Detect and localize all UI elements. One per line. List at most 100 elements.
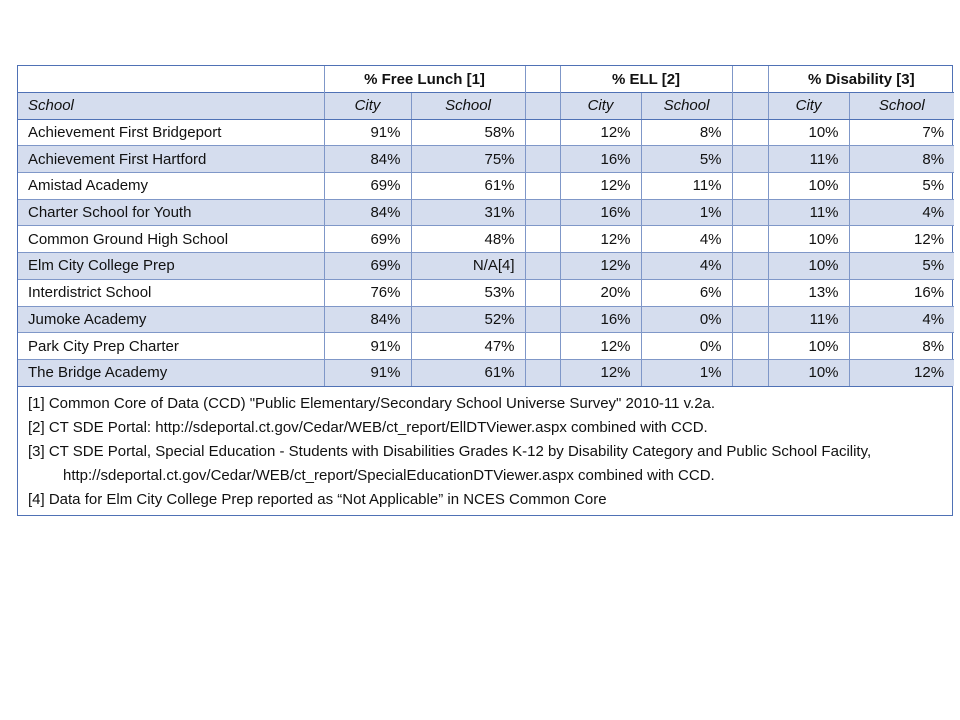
spacer-cell — [731, 225, 769, 253]
value-cell: 12% — [559, 118, 642, 146]
spacer-cell — [731, 118, 769, 146]
spacer-cell — [524, 172, 561, 200]
school-name: Common Ground High School — [18, 225, 324, 253]
footnote: [3] CT SDE Portal, Special Education - S… — [28, 442, 872, 484]
school-name: The Bridge Academy — [18, 358, 324, 386]
spacer-cell — [731, 278, 769, 306]
value-cell: 52% — [410, 305, 526, 333]
value-cell: N/A[4] — [410, 252, 526, 280]
school-name: Achievement First Bridgeport — [18, 118, 324, 146]
data-row: Charter School for Youth 84% 31% 16% 1% 11% 4% — [18, 198, 955, 226]
value-cell: 84% — [323, 145, 411, 173]
value-cell: 5% — [848, 172, 955, 200]
value-cell: 10% — [767, 332, 850, 360]
school-name: Park City Prep Charter — [18, 332, 324, 360]
value-cell: 7% — [848, 118, 955, 146]
data-row: The Bridge Academy 91% 61% 12% 1% 10% 12% — [18, 358, 955, 386]
value-cell: 12% — [559, 252, 642, 280]
spacer-cell — [524, 92, 561, 120]
school-name: Amistad Academy — [18, 172, 324, 200]
spacer-cell — [524, 332, 561, 360]
subheader-row: School City School City School City School — [18, 92, 955, 120]
value-cell: 5% — [640, 145, 733, 173]
data-row: Achievement First Bridgeport 91% 58% 12% 8% 1… — [18, 118, 955, 146]
value-cell: 11% — [767, 145, 850, 173]
value-cell: 4% — [848, 305, 955, 333]
subheader: School — [848, 92, 955, 120]
value-cell: 47% — [410, 332, 526, 360]
school-name: Achievement First Hartford — [18, 145, 324, 173]
value-cell: 11% — [767, 198, 850, 226]
value-cell: 10% — [767, 118, 850, 146]
value-cell: 5% — [848, 252, 955, 280]
subheader: School — [18, 92, 324, 120]
school-name: Jumoke Academy — [18, 305, 324, 333]
value-cell: 69% — [323, 252, 411, 280]
value-cell: 4% — [640, 225, 733, 253]
value-cell: 10% — [767, 252, 850, 280]
spacer-cell — [524, 145, 561, 173]
value-cell: 61% — [410, 358, 526, 386]
value-cell: 4% — [640, 252, 733, 280]
value-cell: 48% — [410, 225, 526, 253]
value-cell: 11% — [640, 172, 733, 200]
subheader: School — [410, 92, 526, 120]
value-cell: 31% — [410, 198, 526, 226]
data-row: Interdistrict School 76% 53% 20% 6% 13% 16% — [18, 278, 955, 306]
subheader: City — [323, 92, 411, 120]
spacer-cell — [524, 225, 561, 253]
spacer-cell — [731, 92, 769, 120]
footnote: [4] Data for Elm City College Prep repor… — [28, 490, 607, 508]
data-row: Jumoke Academy 84% 52% 16% 0% 11% 4% — [18, 305, 955, 333]
footnotes: [1] Common Core of Data (CCD) "Public El… — [18, 385, 952, 515]
spacer-cell — [731, 252, 769, 280]
spacer-cell — [731, 172, 769, 200]
value-cell: 12% — [848, 225, 955, 253]
value-cell: 0% — [640, 305, 733, 333]
spacer-cell — [524, 278, 561, 306]
value-cell: 12% — [559, 225, 642, 253]
data-table: % Free Lunch [1] % ELL [2] % Disability [3… — [18, 66, 955, 386]
value-cell: 16% — [559, 145, 642, 173]
value-cell: 6% — [640, 278, 733, 306]
spacer-cell — [524, 358, 561, 386]
footnote: [2] CT SDE Portal: http://sdeportal.ct.g… — [28, 418, 708, 436]
school-name: Interdistrict School — [18, 278, 324, 306]
school-name: Charter School for Youth — [18, 198, 324, 226]
group-header: % Disability [3] — [767, 66, 955, 93]
value-cell: 10% — [767, 358, 850, 386]
value-cell: 76% — [323, 278, 411, 306]
spacer-cell — [731, 358, 769, 386]
value-cell: 20% — [559, 278, 642, 306]
subheader: City — [559, 92, 642, 120]
value-cell: 11% — [767, 305, 850, 333]
empty-cell — [18, 66, 324, 93]
footnote: [1] Common Core of Data (CCD) "Public El… — [28, 394, 716, 412]
value-cell: 13% — [767, 278, 850, 306]
data-row: Achievement First Hartford 84% 75% 16% 5% 11%… — [18, 145, 955, 173]
value-cell: 4% — [848, 198, 955, 226]
value-cell: 75% — [410, 145, 526, 173]
spacer-cell — [731, 305, 769, 333]
data-row: Elm City College Prep 69% N/A[4] 12% 4% 10% 5% — [18, 252, 955, 280]
value-cell: 16% — [559, 198, 642, 226]
spacer-cell — [524, 66, 561, 93]
value-cell: 91% — [323, 358, 411, 386]
school-name: Elm City College Prep — [18, 252, 324, 280]
group-header-row: % Free Lunch [1] % ELL [2] % Disability [3… — [18, 66, 955, 93]
value-cell: 8% — [848, 145, 955, 173]
subheader: School — [640, 92, 733, 120]
value-cell: 69% — [323, 225, 411, 253]
value-cell: 84% — [323, 198, 411, 226]
group-header: % Free Lunch [1] — [323, 66, 526, 93]
value-cell: 12% — [848, 358, 955, 386]
spacer-cell — [524, 305, 561, 333]
value-cell: 8% — [640, 118, 733, 146]
spacer-cell — [524, 252, 561, 280]
data-row: Park City Prep Charter 91% 47% 12% 0% 10% 8% — [18, 332, 955, 360]
spacer-cell — [731, 145, 769, 173]
value-cell: 12% — [559, 172, 642, 200]
value-cell: 1% — [640, 358, 733, 386]
value-cell: 58% — [410, 118, 526, 146]
value-cell: 91% — [323, 118, 411, 146]
